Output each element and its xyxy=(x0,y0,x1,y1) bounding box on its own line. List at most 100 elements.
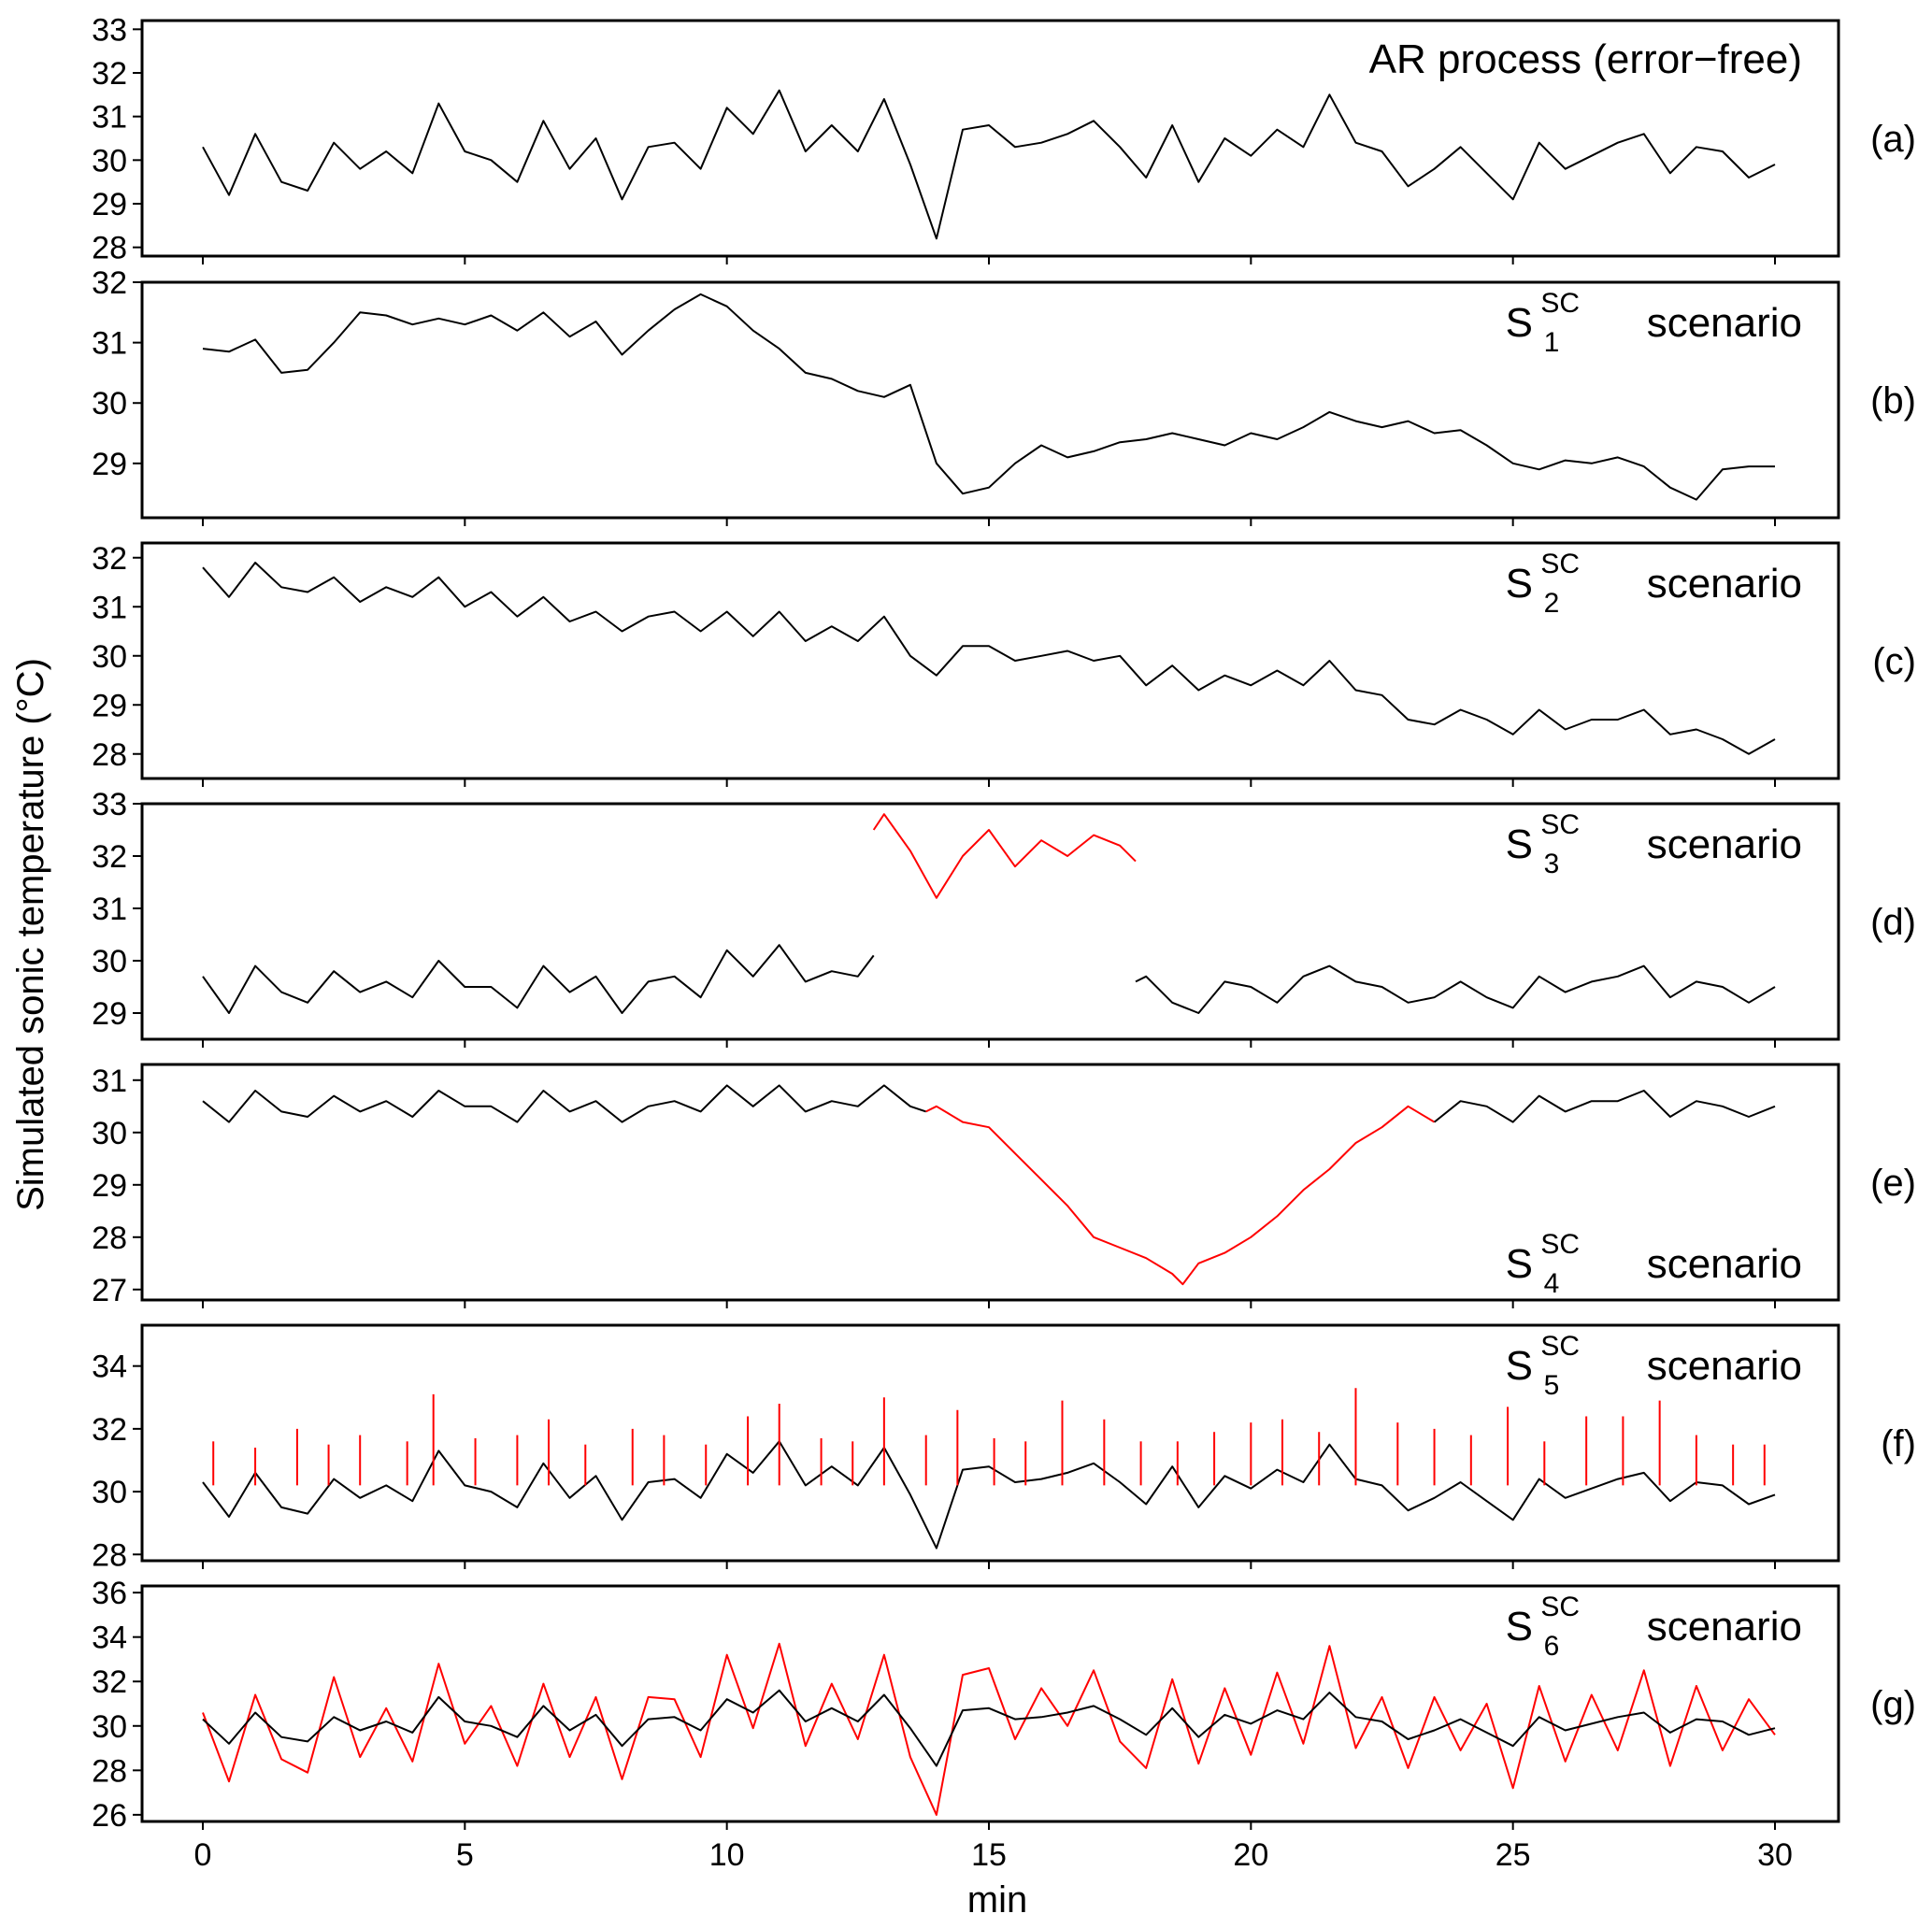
panel-b: 29 30 31 32 (b) scenario SC 1S xyxy=(92,265,1916,526)
series-line-b-error-free xyxy=(202,293,1775,501)
series-group xyxy=(202,1642,1776,1816)
panel-c: 28 29 30 31 32 (c) scenario SC 2S xyxy=(92,541,1916,787)
panel-a: 28 29 30 31 32 33 (a) AR process (error−free) xyxy=(92,12,1916,265)
panel-title-superscript: SC xyxy=(1540,809,1580,840)
series-line-e-error-free xyxy=(1433,1090,1776,1123)
panel-frame xyxy=(140,280,1840,520)
y-tick-label: 30 xyxy=(92,639,127,675)
y-tick-label: 31 xyxy=(92,892,127,927)
panel-e: 27 28 29 30 31 (e) scenario SC 4S xyxy=(92,1063,1916,1308)
panel-f: 28 30 32 34 (f) scenario SC 5S xyxy=(92,1323,1916,1573)
y-tick-label: 32 xyxy=(92,839,127,875)
series-group xyxy=(202,1084,1776,1286)
panel-title-subscript: 6 xyxy=(1544,1631,1560,1662)
y-tick-label: 36 xyxy=(92,1576,127,1611)
y-tick-label: 30 xyxy=(92,1475,127,1510)
y-tick-label: 30 xyxy=(92,143,127,179)
y-tick-label: 30 xyxy=(92,386,127,421)
panel-tag: (f) xyxy=(1881,1423,1916,1464)
y-tick-label: 30 xyxy=(92,1116,127,1151)
y-tick-label: 33 xyxy=(92,787,127,822)
series-group xyxy=(202,89,1776,240)
series-line-e-error xyxy=(925,1105,1436,1286)
panel-title: S xyxy=(1506,1241,1533,1287)
y-tick-label: 29 xyxy=(92,447,127,482)
y-tick-label: 32 xyxy=(92,1412,127,1448)
y-tick-label: 32 xyxy=(92,541,127,577)
panel-d: 29 30 31 32 33 (d) scenario SC 3S xyxy=(92,787,1916,1048)
y-tick-label: 29 xyxy=(92,688,127,723)
panel-title: AR process (error−free) xyxy=(1369,36,1802,82)
x-tick-label: 30 xyxy=(1757,1837,1793,1873)
y-tick-label: 28 xyxy=(92,1221,127,1256)
x-tick-label: 25 xyxy=(1496,1837,1531,1873)
panel-g: 26 28 30 32 34 36 0 5 10 15 20 25 30 (g) scenario SC 6S xyxy=(92,1576,1916,1873)
panel-title-suffix: scenario xyxy=(1647,821,1802,867)
series-line-d-error xyxy=(872,813,1137,899)
panel-frame xyxy=(140,1063,1840,1302)
panel-title-superscript: SC xyxy=(1540,1592,1580,1622)
x-tick-label: 15 xyxy=(971,1837,1007,1873)
series-line-d-error-free xyxy=(202,944,875,1014)
y-tick-label: 31 xyxy=(92,326,127,362)
y-tick-label: 30 xyxy=(92,1709,127,1745)
series-line-f-error-free xyxy=(202,1440,1776,1550)
x-tick-label: 5 xyxy=(456,1837,474,1873)
panel-title-superscript: SC xyxy=(1540,549,1580,579)
y-tick-label: 26 xyxy=(92,1798,127,1834)
y-tick-label: 28 xyxy=(92,1753,127,1789)
panel-title: S xyxy=(1506,1343,1533,1389)
y-tick-label: 29 xyxy=(92,1168,127,1204)
panel-tag: (e) xyxy=(1870,1163,1916,1204)
panel-title-subscript: 1 xyxy=(1544,327,1560,358)
x-axis-title: min xyxy=(967,1879,1027,1921)
series-line-c-error-free xyxy=(202,562,1776,755)
x-tick-label: 20 xyxy=(1233,1837,1268,1873)
panel-title-superscript: SC xyxy=(1540,288,1580,319)
panel-title-suffix: scenario xyxy=(1647,561,1802,607)
y-tick-label: 32 xyxy=(92,265,127,301)
y-tick-label: 32 xyxy=(92,1664,127,1700)
panel-tag: (d) xyxy=(1870,902,1916,943)
panel-title-suffix: scenario xyxy=(1647,300,1802,346)
y-tick-label: 28 xyxy=(92,231,127,266)
series-group xyxy=(202,1388,1776,1550)
y-tick-label: 30 xyxy=(92,944,127,979)
panel-frame xyxy=(140,802,1840,1041)
panel-title-suffix: scenario xyxy=(1647,1604,1802,1650)
y-tick-label: 27 xyxy=(92,1273,127,1308)
panel-title: S xyxy=(1506,1604,1533,1650)
panel-tag: (g) xyxy=(1870,1684,1916,1725)
y-tick-label: 34 xyxy=(92,1350,127,1385)
panel-tag: (b) xyxy=(1870,380,1916,421)
panel-title: S xyxy=(1506,300,1533,346)
series-line-g-error-free xyxy=(202,1689,1776,1767)
y-axis-title: Simulated sonic temperature (°C) xyxy=(10,658,51,1211)
panel-title-suffix: scenario xyxy=(1647,1343,1802,1389)
y-tick-label: 31 xyxy=(92,1064,127,1099)
series-line-a-error-free xyxy=(202,89,1776,240)
y-tick-label: 31 xyxy=(92,100,127,136)
y-tick-label: 33 xyxy=(92,12,127,48)
x-tick-label: 0 xyxy=(194,1837,212,1873)
panel-tag: (c) xyxy=(1872,641,1916,682)
y-tick-label: 28 xyxy=(92,737,127,773)
panel-title-subscript: 4 xyxy=(1544,1268,1560,1299)
y-tick-label: 28 xyxy=(92,1537,127,1573)
y-tick-label: 29 xyxy=(92,996,127,1032)
panel-title-subscript: 5 xyxy=(1544,1370,1560,1401)
series-line-g-error xyxy=(202,1642,1776,1816)
panel-title-suffix: scenario xyxy=(1647,1241,1802,1287)
x-tick-label: 10 xyxy=(709,1837,745,1873)
series-line-e-error-free xyxy=(202,1084,927,1123)
panel-title-superscript: SC xyxy=(1540,1229,1580,1260)
y-tick-label: 34 xyxy=(92,1621,127,1656)
panel-title: S xyxy=(1506,821,1533,867)
panel-frame xyxy=(140,1323,1840,1563)
y-tick-label: 29 xyxy=(92,187,127,222)
panel-title-superscript: SC xyxy=(1540,1331,1580,1362)
panel-title: S xyxy=(1506,561,1533,607)
panel-title-subscript: 3 xyxy=(1544,849,1560,879)
